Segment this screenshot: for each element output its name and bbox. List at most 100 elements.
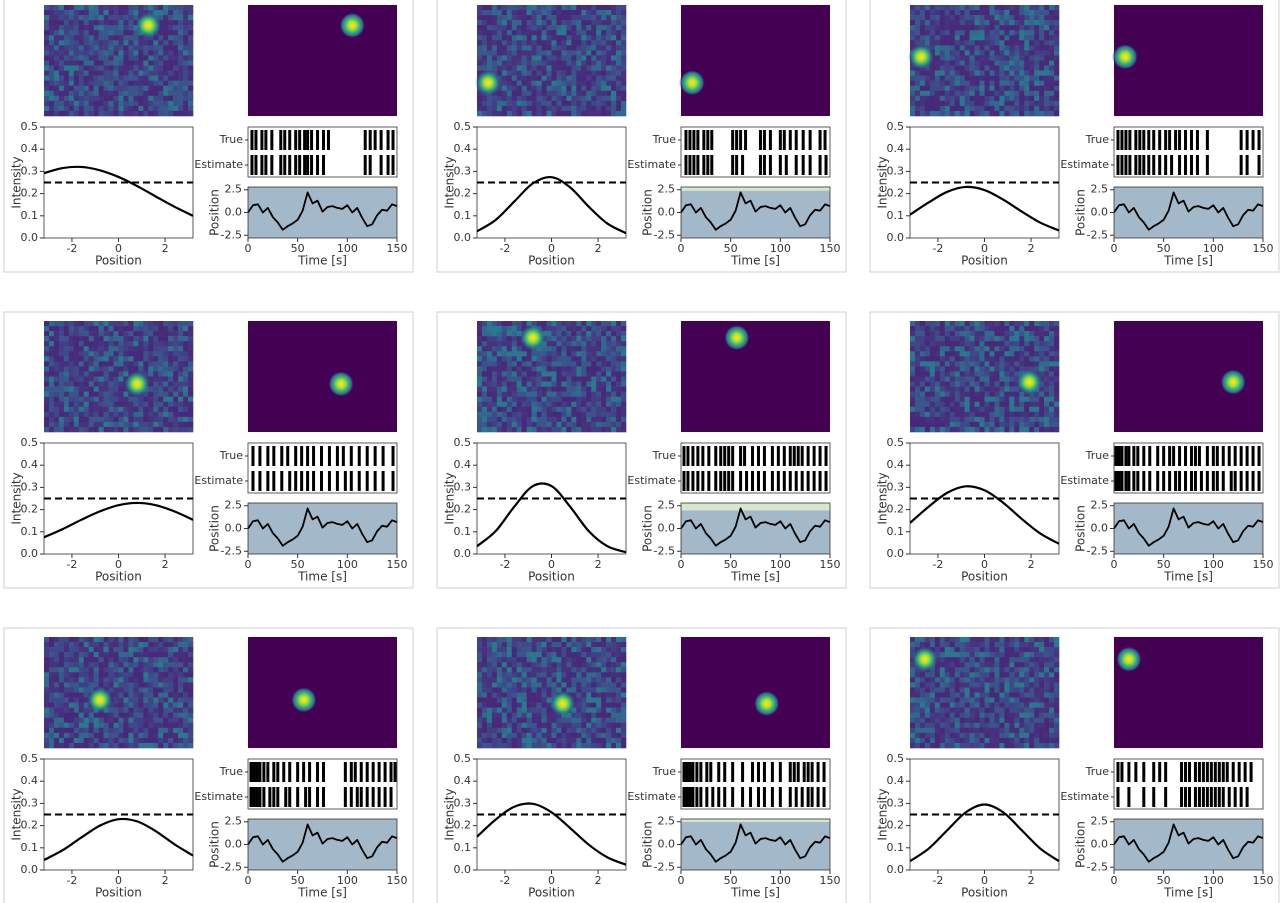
noise-pixel — [940, 5, 945, 10]
noise-pixel — [84, 71, 89, 76]
noise-pixel — [581, 45, 586, 50]
noise-pixel — [153, 40, 158, 45]
noise-pixel — [621, 412, 626, 417]
noise-pixel — [188, 25, 193, 30]
noise-pixel — [94, 106, 99, 111]
noise-pixel — [606, 40, 611, 45]
noise-pixel — [1024, 402, 1029, 407]
noise-pixel — [586, 15, 591, 20]
noise-pixel — [950, 336, 955, 341]
noise-pixel — [109, 397, 114, 402]
noise-pixel — [123, 693, 128, 698]
noise-pixel — [920, 341, 925, 346]
noise-pixel — [173, 326, 178, 331]
noise-pixel — [537, 371, 542, 376]
noise-pixel — [477, 321, 482, 326]
noise-pixel — [1014, 66, 1019, 71]
noise-pixel — [128, 76, 133, 81]
noise-pixel — [119, 698, 124, 703]
noise-pixel — [1009, 427, 1014, 432]
noise-pixel — [54, 331, 59, 336]
noise-pixel — [586, 76, 591, 81]
noise-pixel — [1049, 40, 1054, 45]
noise-pixel — [482, 10, 487, 15]
noise-pixel — [123, 366, 128, 371]
noise-pixel — [79, 698, 84, 703]
noise-pixel — [89, 81, 94, 86]
noise-pixel — [537, 81, 542, 86]
noise-pixel — [74, 15, 79, 20]
noise-pixel — [114, 371, 119, 376]
spike — [759, 130, 762, 150]
noise-pixel — [571, 25, 576, 30]
blob — [1112, 44, 1138, 70]
noise-pixel — [1009, 61, 1014, 66]
noise-pixel — [168, 326, 173, 331]
noise-pixel — [54, 693, 59, 698]
noise-pixel — [1029, 81, 1034, 86]
noise-pixel — [950, 66, 955, 71]
y-axis-label: Position — [1074, 189, 1088, 236]
noise-pixel — [188, 698, 193, 703]
noise-pixel — [477, 377, 482, 382]
noise-pixel — [925, 321, 930, 326]
noise-pixel — [980, 387, 985, 392]
noise-pixel — [537, 5, 542, 10]
noise-pixel — [955, 397, 960, 402]
noise-pixel — [576, 377, 581, 382]
noise-pixel — [1014, 336, 1019, 341]
noise-pixel — [183, 377, 188, 382]
noise-pixel — [168, 652, 173, 657]
noise-pixel — [517, 371, 522, 376]
noise-pixel — [970, 5, 975, 10]
noise-pixel — [99, 642, 104, 647]
noise-pixel — [178, 351, 183, 356]
noise-pixel — [1049, 346, 1054, 351]
noise-pixel — [955, 45, 960, 50]
y-tick-label: 0.1 — [21, 209, 39, 222]
y-tick-label: 0.0 — [454, 547, 472, 560]
noise-pixel — [970, 422, 975, 427]
clean-image — [248, 5, 397, 116]
noise-pixel — [586, 91, 591, 96]
noise-pixel — [104, 35, 109, 40]
noise-pixel — [1054, 366, 1059, 371]
noise-pixel — [571, 397, 576, 402]
noise-pixel — [989, 76, 994, 81]
noise-pixel — [178, 361, 183, 366]
noise-pixel — [153, 662, 158, 667]
noise-pixel — [576, 76, 581, 81]
noise-pixel — [576, 387, 581, 392]
noise-pixel — [1039, 321, 1044, 326]
noise-pixel — [994, 382, 999, 387]
noise-pixel — [940, 86, 945, 91]
noise-pixel — [1039, 417, 1044, 422]
noise-pixel — [163, 377, 168, 382]
spike — [1190, 130, 1193, 150]
noise-pixel — [168, 397, 173, 402]
noise-pixel — [49, 341, 54, 346]
noise-pixel — [84, 662, 89, 667]
noise-pixel — [99, 61, 104, 66]
noise-pixel — [59, 55, 64, 60]
noise-pixel — [173, 412, 178, 417]
noise-pixel — [138, 667, 143, 672]
noise-pixel — [168, 407, 173, 412]
noise-pixel — [183, 657, 188, 662]
noise-pixel — [128, 687, 133, 692]
noise-pixel — [512, 382, 517, 387]
noise-pixel — [173, 637, 178, 642]
noise-pixel — [985, 20, 990, 25]
noise-pixel — [1019, 422, 1024, 427]
noise-pixel — [94, 40, 99, 45]
spike — [824, 130, 827, 150]
noise-pixel — [158, 356, 163, 361]
noise-pixel — [163, 76, 168, 81]
noise-pixel — [522, 15, 527, 20]
noise-pixel — [133, 662, 138, 667]
noise-pixel — [989, 50, 994, 55]
noise-pixel — [945, 387, 950, 392]
noise-pixel — [616, 397, 621, 402]
spike — [1178, 471, 1181, 491]
noise-pixel — [153, 407, 158, 412]
